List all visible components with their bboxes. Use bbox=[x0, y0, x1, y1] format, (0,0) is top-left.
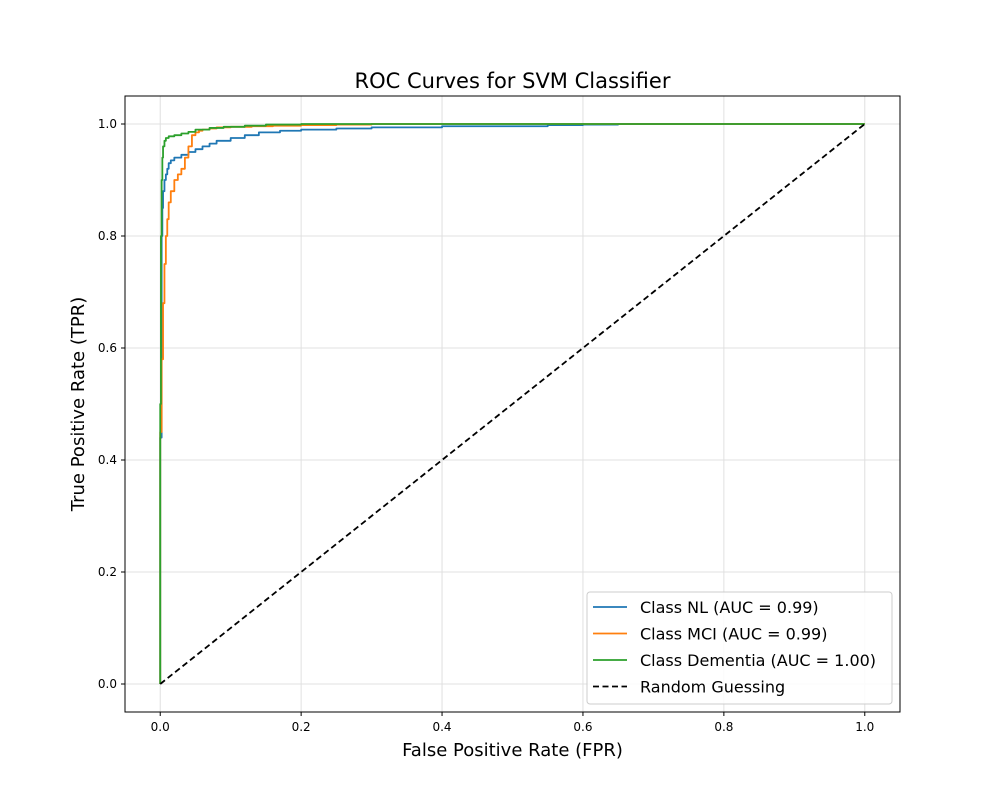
y-axis-label: True Positive Rate (TPR) bbox=[68, 297, 89, 512]
plot-frame bbox=[124, 95, 901, 713]
x-tick-label: 0.8 bbox=[714, 720, 733, 734]
x-tick-label: 0.4 bbox=[432, 720, 451, 734]
legend-box bbox=[586, 591, 893, 705]
legend-label-3: Random Guessing bbox=[640, 678, 785, 697]
legend-label-1: Class MCI (AUC = 0.99) bbox=[640, 625, 827, 644]
y-tick-label: 0.8 bbox=[98, 229, 117, 243]
x-axis-label: False Positive Rate (FPR) bbox=[402, 740, 623, 761]
chart-title: ROC Curves for SVM Classifier bbox=[355, 69, 671, 93]
x-tick-label: 1.0 bbox=[855, 720, 874, 734]
y-tick-label: 0.4 bbox=[98, 453, 117, 467]
series-line-0 bbox=[159, 123, 865, 684]
axis-ticks: 0.0 0.2 0.4 0.6 0.8 1.0 0.0 0.2 0.4 0.6 0.8 1.0 bbox=[98, 117, 874, 734]
series-line-1 bbox=[159, 123, 865, 684]
x-tick-label: 0.0 bbox=[151, 720, 170, 734]
y-tick-label: 0.6 bbox=[98, 341, 117, 355]
y-tick-label: 1.0 bbox=[98, 117, 117, 131]
legend-label-2: Class Dementia (AUC = 1.00) bbox=[640, 651, 876, 670]
plot-series bbox=[159, 123, 866, 685]
series-line-3 bbox=[159, 123, 866, 685]
x-tick-label: 0.2 bbox=[292, 720, 311, 734]
y-tick-label: 0.2 bbox=[98, 565, 117, 579]
legend: Class NL (AUC = 0.99) Class MCI (AUC = 0.… bbox=[586, 591, 893, 705]
y-tick-label: 0.0 bbox=[98, 677, 117, 691]
grid-lines bbox=[125, 96, 900, 712]
x-tick-label: 0.6 bbox=[573, 720, 592, 734]
series-line-2 bbox=[159, 123, 865, 684]
legend-label-0: Class NL (AUC = 0.99) bbox=[640, 598, 819, 617]
